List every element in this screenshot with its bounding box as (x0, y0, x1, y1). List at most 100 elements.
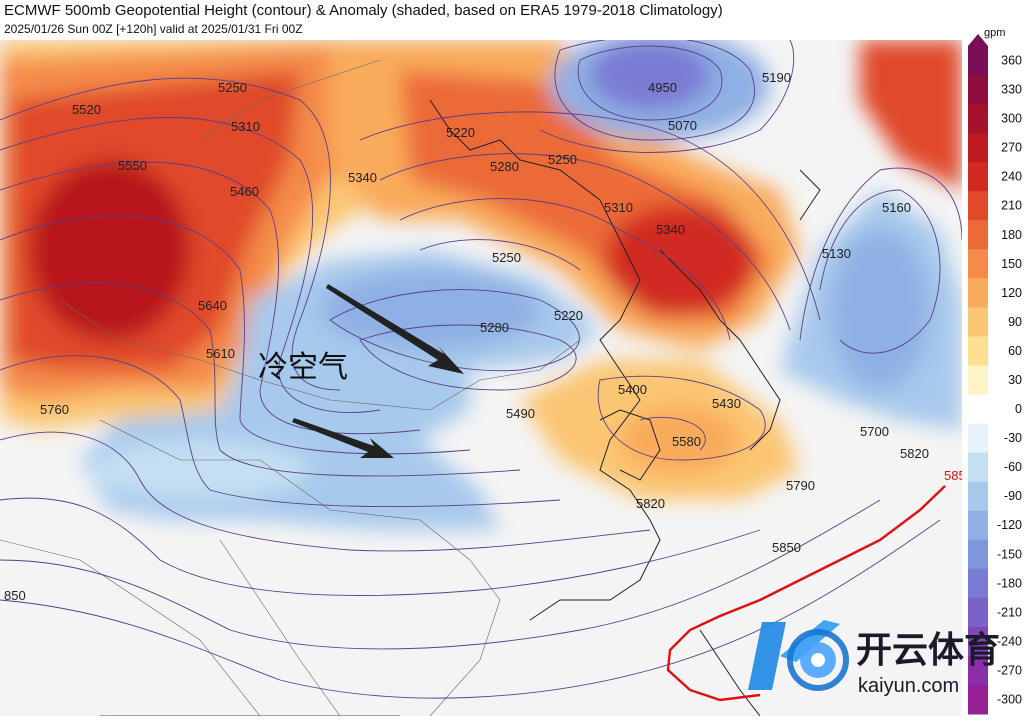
contour-label: 5250 (218, 80, 247, 95)
cold-air-arrows (292, 284, 464, 458)
contour-label: 5550 (118, 158, 147, 173)
colorbar-tick-label: 210 (1001, 199, 1022, 213)
colorbar-swatch (968, 423, 988, 454)
colorbar-swatch (968, 626, 988, 657)
contour-label: 5070 (668, 118, 697, 133)
brand-name-cn: 开云体育 (856, 630, 1000, 671)
colorbar-swatch (968, 452, 988, 483)
colorbar-tick-label: 90 (1008, 315, 1022, 329)
colorbar-swatch (968, 510, 988, 541)
contour-label: 5250 (548, 152, 577, 167)
colorbar-unit: gpm (984, 27, 1005, 39)
contour-label: 5700 (860, 424, 889, 439)
contour-label: 4950 (648, 80, 677, 95)
contour-label: 5250 (492, 250, 521, 265)
contour-label: 5340 (348, 170, 377, 185)
contour-label: 5310 (231, 119, 260, 134)
colorbar-swatch (968, 133, 988, 163)
contour-label: 5130 (822, 246, 851, 261)
colorbar-swatch (968, 568, 988, 599)
country-borders (0, 59, 581, 716)
arrow-lower (292, 418, 394, 458)
height-contours (0, 40, 962, 716)
colorbar-swatch (968, 684, 988, 715)
warm-anomaly-west-peak (30, 160, 190, 340)
colorbar-swatch (968, 597, 988, 628)
contour-label: 5400 (618, 382, 647, 397)
contour-label: 5340 (656, 222, 685, 237)
colorbar-tick-label: -60 (1004, 460, 1022, 474)
contour-label: 5820 (636, 496, 665, 511)
colorbar-tick-label: 300 (1001, 112, 1022, 126)
colorbar-tick-label: 270 (1001, 141, 1022, 155)
colorbar-tick-label: 240 (1001, 170, 1022, 184)
colorbar-tick-label: 330 (1001, 83, 1022, 97)
colorbar-cap (968, 34, 988, 46)
cold-anomaly-china-core (320, 270, 540, 350)
colorbar-swatch (968, 394, 988, 425)
colorbar-tick-label: -210 (997, 605, 1022, 619)
colorbar-tick-label: -300 (997, 692, 1022, 706)
colorbar-tick-label: 360 (1001, 54, 1022, 68)
colorbar-swatch (968, 655, 988, 686)
brand-watermark: 开云体育 kaiyun.com (740, 612, 1030, 716)
contour-label: 5490 (506, 406, 535, 421)
colorbar-swatch (968, 249, 988, 279)
contour-label: 850 (4, 588, 26, 603)
colorbar-swatch (968, 278, 988, 308)
colorbar-swatch (968, 46, 988, 76)
warm-anomaly-korea-core (620, 405, 740, 475)
chart-subtitle: 2025/01/26 Sun 00Z [+120h] valid at 2025… (4, 22, 303, 36)
colorbar: gpm 360 330 300 270 240 210 180 150 120 90 60 30 0 -3… (966, 24, 1030, 716)
contour-label: 5580 (672, 434, 701, 449)
contour-label: 5820 (900, 446, 929, 461)
colorbar-tick-label: -270 (997, 663, 1022, 677)
brand-name-en: kaiyun.com (858, 675, 959, 697)
contour-label: 5190 (762, 70, 791, 85)
colorbar-swatch (968, 220, 988, 250)
brand-logo-icon (748, 620, 849, 691)
colorbar-tick-label: 150 (1001, 257, 1022, 271)
weather-map: 5250 5520 5310 5550 5460 5340 5640 5610 … (0, 40, 962, 716)
colorbar-swatch (968, 336, 988, 366)
colorbar-tick-label: 0 (1015, 402, 1022, 416)
colorbar-tick-label: 60 (1008, 344, 1022, 358)
colorbar-ticks: 3603303002702402101801501209060300-30-60… (997, 54, 1022, 707)
colorbar-swatch (968, 365, 988, 396)
contour-label: 5850 (772, 540, 801, 555)
contour-label: 5520 (72, 102, 101, 117)
cold-air-label: 冷空气 (258, 350, 348, 385)
contour-label: 5430 (712, 396, 741, 411)
colorbar-tick-label: -240 (997, 634, 1022, 648)
contour-label: 585 (944, 468, 962, 483)
contour-label: 5310 (604, 200, 633, 215)
colorbar-swatch (968, 191, 988, 221)
colorbar-swatch (968, 104, 988, 134)
cold-anomaly-north-core (590, 40, 710, 110)
colorbar-tick-label: 180 (1001, 228, 1022, 242)
cold-anomaly-west-band (90, 440, 310, 500)
warm-anomaly-far-east (860, 40, 962, 190)
contour-label: 5220 (446, 125, 475, 140)
colorbar-tick-label: 30 (1008, 373, 1022, 387)
colorbar-tick-label: -150 (997, 547, 1022, 561)
colorbar-tick-label: -120 (997, 518, 1022, 532)
contour-labels: 5250 5520 5310 5550 5460 5340 5640 5610 … (4, 70, 962, 603)
warm-anomaly-east-peak (605, 205, 755, 315)
colorbar-tick-label: -180 (997, 576, 1022, 590)
contour-label: 5640 (198, 298, 227, 313)
colorbar-swatches (968, 34, 988, 715)
colorbar-swatch (968, 162, 988, 192)
contour-label: 5220 (554, 308, 583, 323)
colorbar-swatch (968, 75, 988, 105)
contour-label: 5280 (490, 159, 519, 174)
contour-label: 5760 (40, 402, 69, 417)
contour-label: 5790 (786, 478, 815, 493)
contour-label: 5610 (206, 346, 235, 361)
red-5880-contour (666, 485, 946, 702)
contour-label: 5460 (230, 184, 259, 199)
colorbar-swatch (968, 539, 988, 570)
colorbar-tick-label: -90 (1004, 489, 1022, 503)
coastlines (429, 99, 821, 716)
colorbar-swatch (968, 481, 988, 512)
